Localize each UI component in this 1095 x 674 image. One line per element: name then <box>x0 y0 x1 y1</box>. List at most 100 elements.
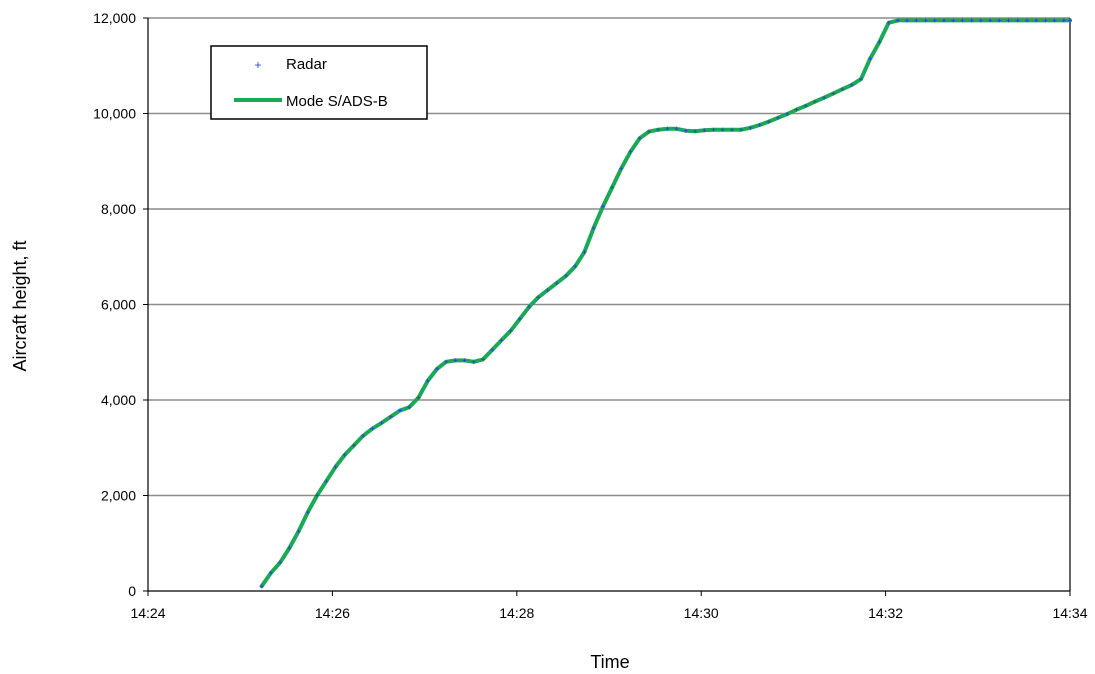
y-tick-label: 8,000 <box>101 201 136 217</box>
radar-point <box>453 358 458 363</box>
radar-point <box>868 56 873 61</box>
radar-point <box>351 443 356 448</box>
radar-point <box>490 347 495 352</box>
radar-point <box>997 18 1002 23</box>
radar-point <box>287 546 292 551</box>
y-tick-label: 12,000 <box>93 10 136 26</box>
legend-radar-label: Radar <box>286 56 327 73</box>
radar-point <box>748 125 753 130</box>
radar-point <box>988 18 993 23</box>
radar-point <box>941 18 946 23</box>
radar-point <box>831 91 836 96</box>
y-tick-label: 10,000 <box>93 106 136 122</box>
radar-point <box>1068 18 1072 23</box>
radar-point <box>766 119 771 124</box>
radar-point <box>665 126 670 131</box>
radar-point <box>536 295 541 300</box>
radar-point <box>794 107 799 112</box>
radar-point <box>877 39 882 44</box>
axes <box>143 17 1071 596</box>
radar-point <box>527 304 532 309</box>
radar-point <box>471 359 476 364</box>
radar-point <box>416 395 421 400</box>
radar-point <box>333 464 338 469</box>
radar-point <box>628 149 633 154</box>
legend-radar-marker: + <box>254 58 261 72</box>
radar-point <box>508 328 513 333</box>
radar-point <box>434 366 439 371</box>
radar-point <box>978 18 983 23</box>
x-tick-label: 14:28 <box>499 605 534 621</box>
radar-point <box>729 127 734 132</box>
radar-point <box>702 128 707 133</box>
legend-box <box>210 45 428 120</box>
y-tick-label: 4,000 <box>101 392 136 408</box>
radar-point <box>905 18 910 23</box>
radar-point <box>296 529 301 534</box>
radar-point <box>840 87 845 92</box>
x-tick-label: 14:34 <box>1052 605 1087 621</box>
radar-point <box>895 18 900 23</box>
radar-point <box>388 414 393 419</box>
radar-point <box>822 95 827 100</box>
radar-point <box>545 288 550 293</box>
radar-point <box>739 127 744 132</box>
radar-point <box>923 18 928 23</box>
legend: + Radar Mode S/ADS-B <box>210 45 428 120</box>
radar-point <box>785 111 790 116</box>
radar-point <box>610 185 615 190</box>
radar-point <box>1006 18 1011 23</box>
radar-point <box>305 510 310 515</box>
y-axis-title: Aircraft height, ft <box>10 240 30 371</box>
radar-point <box>812 99 817 104</box>
x-tick-label: 14:30 <box>684 605 719 621</box>
radar-point <box>859 77 864 82</box>
x-axis-title: Time <box>590 652 629 672</box>
radar-point <box>914 18 919 23</box>
series-layer <box>259 18 1072 589</box>
radar-point <box>517 316 522 321</box>
radar-point <box>600 204 605 209</box>
radar-point <box>1052 18 1057 23</box>
radar-point <box>259 584 264 589</box>
radar-point <box>757 122 762 127</box>
radar-point <box>379 420 384 425</box>
radar-point <box>407 405 412 410</box>
y-tick-label: 6,000 <box>101 297 136 313</box>
radar-point <box>1015 18 1020 23</box>
radar-point <box>573 264 578 269</box>
radar-point <box>803 103 808 108</box>
radar-point <box>342 452 347 457</box>
radar-point <box>324 479 329 484</box>
radar-point <box>462 358 467 363</box>
radar-point <box>619 166 624 171</box>
radar-point <box>278 560 283 565</box>
radar-point <box>444 359 449 364</box>
radar-point <box>932 18 937 23</box>
radar-point <box>398 408 403 413</box>
radar-point <box>969 18 974 23</box>
radar-point <box>951 18 956 23</box>
radar-point <box>960 18 965 23</box>
x-tick-label: 14:26 <box>315 605 350 621</box>
radar-point <box>1024 18 1029 23</box>
radar-point <box>646 129 651 134</box>
radar-point <box>315 493 320 498</box>
radar-point <box>637 136 642 141</box>
radar-point <box>849 82 854 87</box>
legend-modes-label: Mode S/ADS-B <box>286 93 388 110</box>
radar-point <box>656 127 661 132</box>
radar-point <box>1034 18 1039 23</box>
radar-point <box>886 20 891 25</box>
radar-point <box>425 378 430 383</box>
radar-point <box>1043 18 1048 23</box>
radar-point <box>554 281 559 286</box>
radar-point <box>499 338 504 343</box>
radar-point <box>1061 18 1066 23</box>
radar-point <box>591 226 596 231</box>
radar-point <box>563 273 568 278</box>
radar-point <box>480 357 485 362</box>
radar-point <box>720 127 725 132</box>
radar-point <box>674 126 679 131</box>
